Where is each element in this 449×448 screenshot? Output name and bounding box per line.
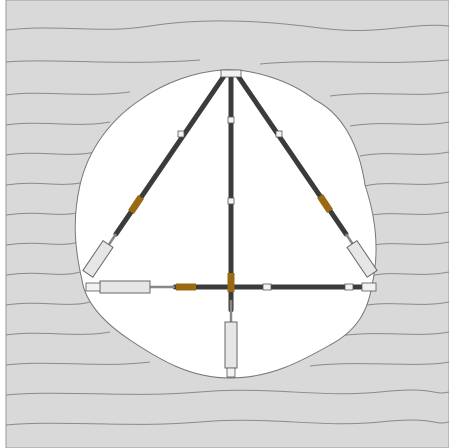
jack <box>346 239 378 278</box>
jacks <box>82 233 378 369</box>
coupler <box>128 195 144 214</box>
tunnel-opening <box>74 69 377 379</box>
joints <box>85 69 377 378</box>
jack <box>99 280 151 294</box>
jack <box>224 321 238 369</box>
jack <box>82 239 114 278</box>
coupler <box>317 194 333 213</box>
struts <box>113 73 365 313</box>
